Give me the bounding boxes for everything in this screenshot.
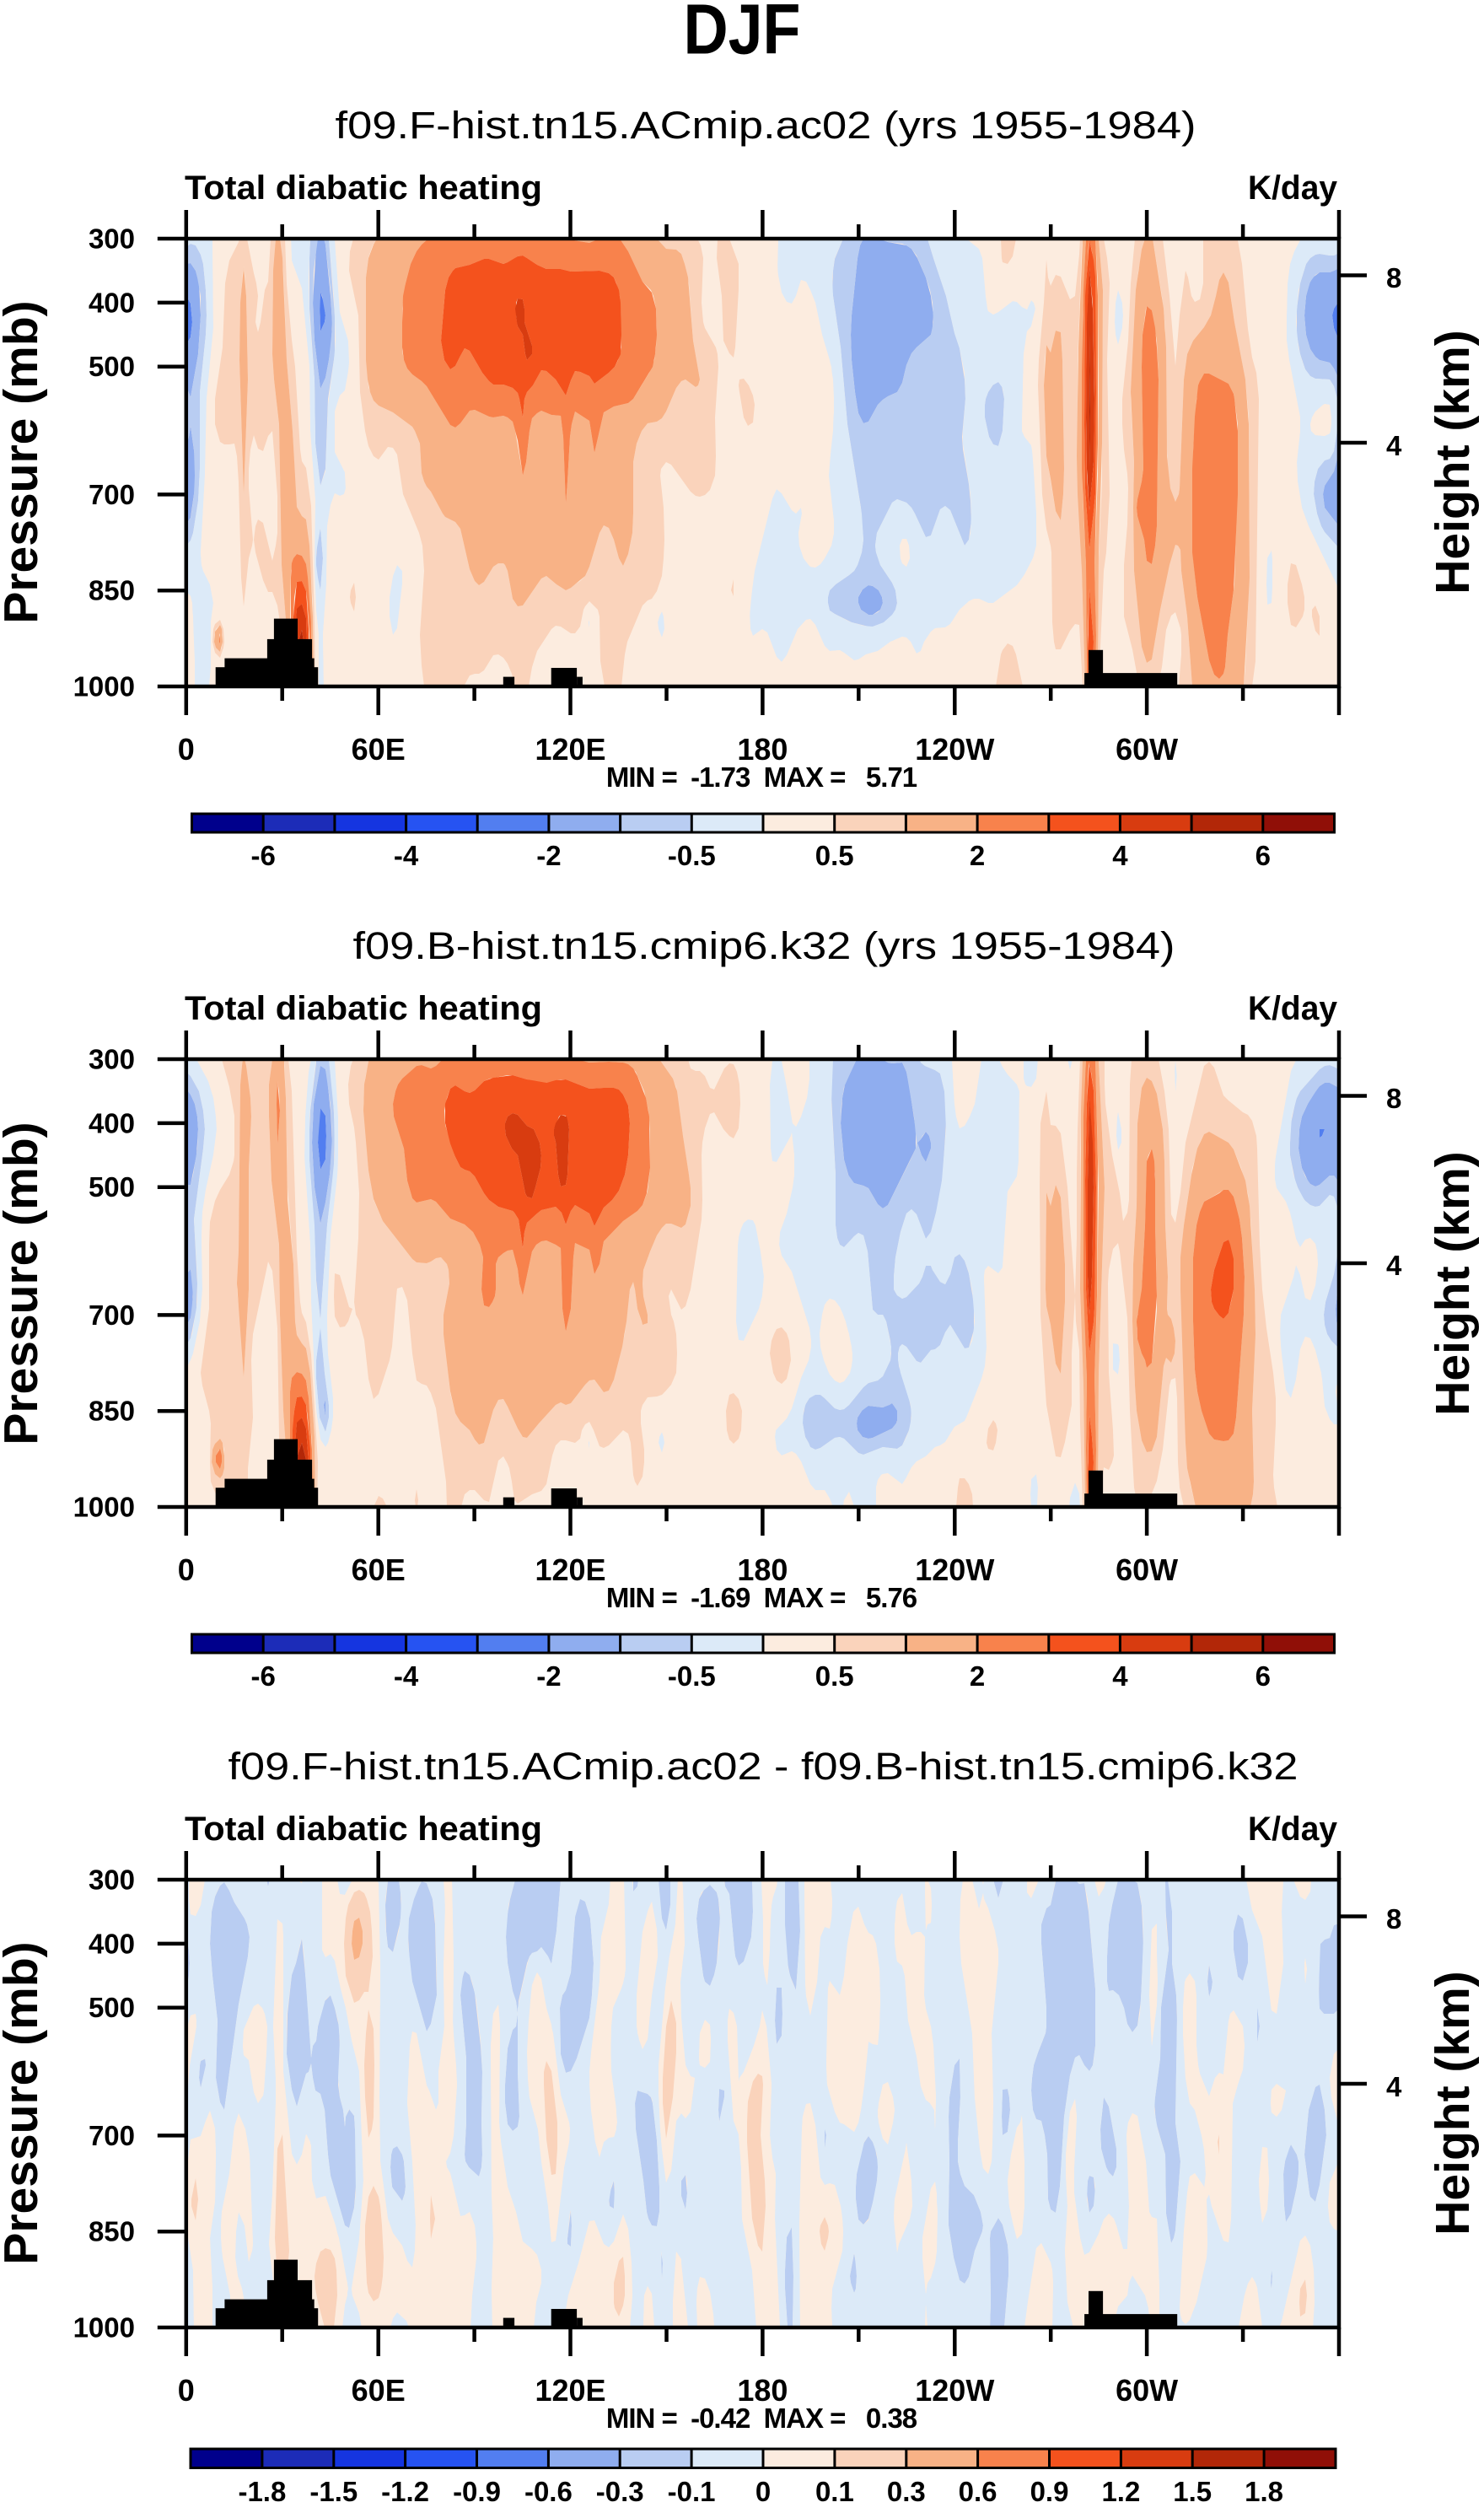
svg-text:500: 500 [89, 351, 135, 382]
svg-text:700: 700 [89, 1300, 135, 1331]
svg-text:-2: -2 [536, 1660, 561, 1692]
svg-text:0: 0 [178, 1552, 195, 1587]
svg-text:f09.B-hist.tn15.cmip6.k32 (yrs: f09.B-hist.tn15.cmip6.k32 (yrs 1955-1984… [353, 924, 1175, 967]
svg-text:-0.9: -0.9 [453, 2476, 501, 2507]
svg-text:Total diabatic heating: Total diabatic heating [185, 1811, 542, 1848]
svg-text:-4: -4 [394, 1660, 419, 1692]
svg-text:400: 400 [89, 287, 135, 318]
svg-text:1000: 1000 [73, 2312, 135, 2343]
svg-text:60W: 60W [1116, 2373, 1178, 2408]
svg-text:2: 2 [970, 1660, 985, 1692]
svg-text:Total diabatic heating: Total diabatic heating [185, 170, 542, 207]
svg-text:120E: 120E [535, 732, 605, 767]
svg-text:850: 850 [89, 575, 135, 606]
svg-text:700: 700 [89, 2120, 135, 2151]
svg-text:300: 300 [89, 223, 135, 255]
svg-text:60W: 60W [1116, 1552, 1178, 1587]
svg-text:-1.5: -1.5 [309, 2476, 358, 2507]
svg-text:700: 700 [89, 479, 135, 510]
svg-text:500: 500 [89, 1171, 135, 1203]
svg-text:-0.6: -0.6 [524, 2476, 573, 2507]
svg-text:DJF: DJF [684, 0, 801, 69]
svg-text:1000: 1000 [73, 1492, 135, 1523]
svg-text:-0.1: -0.1 [668, 2476, 716, 2507]
svg-text:180: 180 [737, 1552, 788, 1587]
svg-text:120W: 120W [915, 732, 994, 767]
svg-text:MIN = -1.73 MAX = 5.71: MIN = -1.73 MAX = 5.71 [606, 761, 917, 793]
svg-text:Pressure (mb): Pressure (mb) [0, 1941, 48, 2264]
svg-text:120E: 120E [535, 1552, 605, 1587]
svg-text:0.1: 0.1 [815, 2476, 854, 2507]
svg-text:Pressure (mb): Pressure (mb) [0, 300, 48, 623]
svg-text:60E: 60E [352, 1552, 406, 1587]
svg-text:8: 8 [1386, 1083, 1401, 1114]
svg-text:f09.F-hist.tn15.ACmip.ac02 (yr: f09.F-hist.tn15.ACmip.ac02 (yrs 1955-198… [336, 104, 1196, 147]
svg-text:120W: 120W [915, 2373, 994, 2408]
svg-text:4: 4 [1386, 430, 1402, 461]
svg-text:0: 0 [755, 2476, 771, 2507]
svg-text:120W: 120W [915, 1552, 994, 1587]
svg-text:400: 400 [89, 1928, 135, 1959]
svg-text:4: 4 [1386, 1250, 1402, 1281]
svg-text:-6: -6 [251, 840, 276, 871]
svg-text:4: 4 [1112, 840, 1128, 871]
svg-text:-1.8: -1.8 [238, 2476, 286, 2507]
svg-text:180: 180 [737, 2373, 788, 2408]
svg-text:2: 2 [970, 840, 985, 871]
svg-text:MIN = -0.42 MAX = 0.38: MIN = -0.42 MAX = 0.38 [606, 2403, 917, 2434]
svg-text:MIN = -1.69 MAX = 5.76: MIN = -1.69 MAX = 5.76 [606, 1582, 917, 1613]
svg-text:60W: 60W [1116, 732, 1178, 767]
svg-text:-0.5: -0.5 [668, 840, 716, 871]
svg-text:Height (km): Height (km) [1426, 1971, 1480, 2236]
svg-text:500: 500 [89, 1992, 135, 2023]
svg-text:-2: -2 [536, 840, 561, 871]
svg-text:0.9: 0.9 [1030, 2476, 1069, 2507]
svg-text:4: 4 [1112, 1660, 1128, 1692]
svg-text:6: 6 [1255, 840, 1271, 871]
svg-text:1.8: 1.8 [1245, 2476, 1283, 2507]
svg-text:850: 850 [89, 1396, 135, 1427]
svg-text:0.5: 0.5 [815, 1660, 854, 1692]
svg-text:K/day: K/day [1248, 170, 1338, 207]
svg-text:-6: -6 [251, 1660, 276, 1692]
svg-text:400: 400 [89, 1107, 135, 1138]
svg-text:0: 0 [178, 732, 195, 767]
svg-text:300: 300 [89, 1044, 135, 1075]
svg-text:60E: 60E [352, 2373, 406, 2408]
svg-text:-4: -4 [394, 840, 419, 871]
svg-text:8: 8 [1386, 262, 1401, 293]
svg-text:850: 850 [89, 2216, 135, 2247]
svg-text:Height (km): Height (km) [1426, 330, 1480, 595]
svg-text:-1.2: -1.2 [381, 2476, 429, 2507]
svg-text:K/day: K/day [1248, 990, 1338, 1027]
svg-text:-0.5: -0.5 [668, 1660, 716, 1692]
svg-text:0: 0 [178, 2373, 195, 2408]
svg-text:120E: 120E [535, 2373, 605, 2408]
svg-text:-0.3: -0.3 [596, 2476, 644, 2507]
svg-text:f09.F-hist.tn15.ACmip.ac02 - f: f09.F-hist.tn15.ACmip.ac02 - f09.B-hist.… [229, 1745, 1298, 1788]
svg-text:Total diabatic heating: Total diabatic heating [185, 990, 542, 1027]
svg-text:0.3: 0.3 [887, 2476, 926, 2507]
svg-text:4: 4 [1386, 2071, 1402, 2102]
svg-text:6: 6 [1255, 1660, 1271, 1692]
svg-text:1.2: 1.2 [1101, 2476, 1140, 2507]
svg-text:8: 8 [1386, 1903, 1401, 1935]
svg-text:1000: 1000 [73, 671, 135, 702]
svg-text:180: 180 [737, 732, 788, 767]
svg-text:0.6: 0.6 [959, 2476, 997, 2507]
svg-text:Pressure (mb): Pressure (mb) [0, 1122, 48, 1445]
svg-text:0.5: 0.5 [815, 840, 854, 871]
svg-text:300: 300 [89, 1865, 135, 1896]
svg-text:K/day: K/day [1248, 1811, 1338, 1848]
svg-text:Height (km): Height (km) [1426, 1151, 1480, 1416]
svg-text:1.5: 1.5 [1173, 2476, 1212, 2507]
svg-text:60E: 60E [352, 732, 406, 767]
